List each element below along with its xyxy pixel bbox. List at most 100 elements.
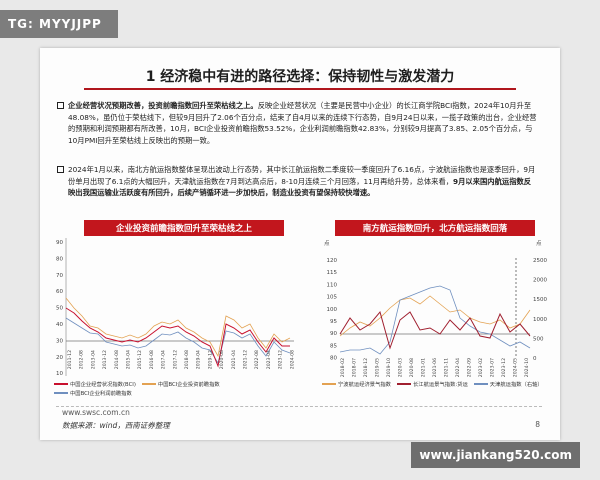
legend-label: 天津航运指数（右轴） (489, 381, 543, 388)
x-axis-labels: 2018-02 2018-07 2018-12 2019-05 2019-10 2020-… (340, 358, 530, 377)
bci-index-chart: 90 80 70 60 50 40 30 20 10 2011-12 2012-08 2013-04… (56, 238, 295, 377)
x-tick-label: 2020-08 (219, 350, 225, 369)
y-tick-label: 30 (56, 338, 63, 344)
y-left-tick-label: 105 (327, 295, 338, 301)
y-tick-label: 80 (56, 256, 63, 262)
x-tick-label: 2021-04 (231, 350, 237, 369)
y-tick-label: 40 (56, 322, 63, 328)
x-tick-label: 2017-04 (161, 350, 167, 369)
x-tick-label: 2022-09 (467, 358, 473, 377)
y-tick-label: 20 (56, 355, 63, 361)
square-bullet-icon (57, 166, 64, 173)
square-bullet-icon (57, 102, 64, 109)
legend-item: 天津航运指数（右轴） (473, 379, 543, 388)
legend-label: 宁波航运经济景气指数 (338, 381, 391, 388)
x-tick-label: 2015-12 (137, 350, 143, 369)
y-left-tick-label: 120 (327, 258, 338, 264)
legend-item: 长江航运景气指数:货运 (396, 379, 468, 388)
x-tick-label: 2023-02 (478, 358, 484, 377)
x-tick-label: 2024-05 (513, 358, 519, 377)
investment-index-line (65, 297, 291, 358)
bullet-1-lead: 企业经营状况预期改善，投资前瞻指数回升至荣枯线之上。 (68, 101, 258, 110)
tianjin-index-line (339, 285, 531, 355)
y-tick-label: 60 (56, 289, 63, 295)
slide-title: 1 经济稳中有进的路径选择：保持韧性与激发潜力 (145, 69, 455, 85)
x-tick-label: 2012-08 (79, 350, 85, 369)
x-tick-label: 2023-12 (501, 358, 507, 377)
bullet-paragraph-2: 2024年1月以来，南北方航运指数整体呈现出波动上行态势，其中长江航运指数二季度… (57, 164, 538, 199)
legend-label: 长江航运景气指数:货运 (412, 381, 468, 388)
y-right-axis-labels: 2500 2000 1500 1000 500 0 (533, 258, 547, 362)
x-tick-label: 2022-04 (455, 358, 461, 377)
report-slide: 1 经济稳中有进的路径选择：保持韧性与激发潜力 企业经营状况预期改善，投资前瞻指… (40, 48, 560, 440)
x-tick-label: 2023-07 (490, 358, 496, 377)
x-tick-label: 2019-12 (207, 350, 213, 369)
y-tick-label: 10 (56, 371, 63, 377)
y-axis-labels: 90 80 70 60 50 40 30 20 10 (56, 240, 63, 377)
y-left-tick-label: 115 (327, 270, 338, 276)
page-number: 8 (535, 420, 540, 429)
legend-item: 中国BCI企业投资前瞻指数 (141, 379, 220, 388)
legend-label: 中国BCI企业利润前瞻指数 (70, 390, 132, 397)
y-right-tick-label: 1500 (533, 297, 547, 303)
site-watermark: www.jiankang520.com (411, 442, 580, 468)
website-url: www.swsc.com.cn (62, 408, 130, 417)
x-tick-label: 2024-08 (289, 350, 295, 369)
x-tick-label: 2020-08 (409, 358, 415, 377)
x-axis-labels: 2011-12 2012-08 2013-04 2013-12 2014-08 2015-… (67, 350, 295, 369)
y-left-tick-label: 80 (330, 356, 337, 362)
data-source-note: 数据来源：wind，西南证券整理 (62, 421, 170, 430)
x-tick-label: 2021-06 (432, 358, 438, 377)
y-left-axis-labels: 120 115 110 105 100 95 90 85 80 (327, 258, 338, 362)
x-tick-label: 2017-12 (172, 350, 178, 369)
right-chart-legend: 宁波航运经济景气指数 长江航运景气指数:货运 天津航运指数（右轴） (322, 379, 558, 388)
left-chart-legend: 中国企业经营状况指数(BCI) 中国BCI企业投资前瞻指数 中国BCI企业利润前… (54, 379, 304, 397)
y-right-tick-label: 2500 (533, 258, 547, 264)
x-tick-label: 2019-04 (196, 350, 202, 369)
bci-main-line (65, 307, 290, 368)
y-right-tick-label: 2000 (533, 278, 547, 284)
footer-divider (56, 406, 542, 407)
x-tick-label: 2020-03 (398, 358, 404, 377)
x-tick-label: 2019-05 (375, 358, 381, 377)
ningbo-index-line (339, 295, 531, 337)
bullet-paragraph-1: 企业经营状况预期改善，投资前瞻指数回升至荣枯线之上。反映企业经营状况（主要是民营… (57, 100, 538, 146)
y-right-tick-label: 1000 (533, 317, 547, 323)
x-tick-label: 2015-04 (126, 350, 132, 369)
legend-item: 中国企业经营状况指数(BCI) (54, 379, 136, 388)
y-left-tick-label: 95 (330, 319, 337, 325)
x-tick-label: 2021-11 (444, 358, 450, 377)
x-tick-label: 2022-08 (254, 350, 260, 369)
legend-item: 宁波航运经济景气指数 (322, 379, 391, 388)
shipping-index-chart: 点 点 120 115 110 105 100 95 90 85 80 2500 2000 1500… (324, 240, 547, 377)
x-tick-label: 2018-12 (363, 358, 369, 377)
right-chart-title: 南方航运指数回升，北方航运指数回落 (335, 220, 535, 236)
x-tick-label: 2014-08 (114, 350, 120, 369)
x-tick-label: 2023-04 (266, 350, 272, 369)
x-tick-label: 2024-10 (524, 358, 530, 377)
title-underline (84, 88, 516, 90)
x-tick-label: 2016-08 (149, 350, 155, 369)
bullet-2-body: 2024年1月以来，南北方航运指数整体呈现出波动上行态势，其中长江航运指数二季度… (68, 165, 536, 186)
legend-label: 中国BCI企业投资前瞻指数 (157, 381, 220, 388)
x-tick-label: 2021-01 (421, 358, 427, 377)
bci-series-line (65, 317, 291, 365)
telegram-watermark: TG: MYYJJPP (0, 10, 118, 38)
x-tick-label: 2023-12 (278, 350, 284, 369)
left-chart-title: 企业投资前瞻指数回升至荣枯线之上 (84, 220, 284, 236)
x-tick-label: 2018-02 (340, 358, 346, 377)
y-left-tick-label: 110 (327, 282, 338, 288)
changjiang-index-line (339, 310, 531, 350)
right-unit-label: 点 (536, 240, 542, 247)
y-right-tick-label: 0 (533, 356, 537, 362)
y-right-tick-label: 500 (533, 336, 544, 342)
y-tick-label: 90 (56, 240, 63, 246)
y-tick-label: 70 (56, 273, 63, 279)
x-tick-label: 2019-10 (386, 358, 392, 377)
x-tick-label: 2021-12 (243, 350, 249, 369)
legend-label: 中国企业经营状况指数(BCI) (70, 381, 136, 388)
y-left-tick-label: 85 (330, 343, 337, 349)
bullet-2-emphasis: 9月以来国内航运指数反映出我国运输业活跃度有所回升，后续产销循环进一步加快后，制… (68, 176, 532, 198)
x-tick-label: 2018-07 (352, 358, 358, 377)
y-tick-label: 50 (56, 306, 63, 312)
